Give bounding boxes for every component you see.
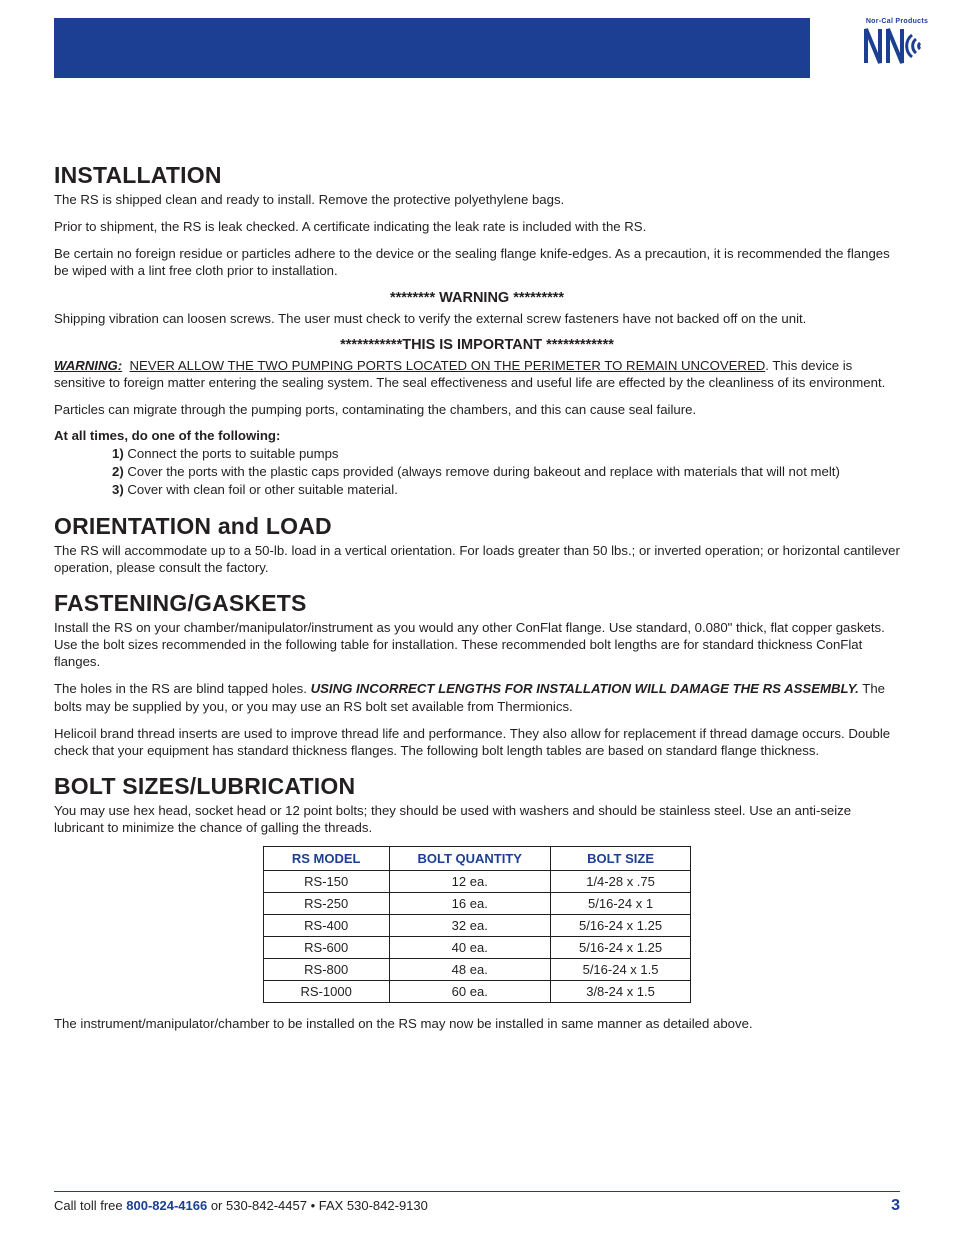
table-cell: 5/16-24 x 1.25 [550,915,690,937]
list-item: 3) Cover with clean foil or other suitab… [112,481,900,499]
logo-icon [862,27,932,65]
table-cell: 40 ea. [389,937,550,959]
body-text: Be certain no foreign residue or particl… [54,245,900,279]
table-row: RS-80048 ea.5/16-24 x 1.5 [263,959,690,981]
table-cell: 5/16-24 x 1.5 [550,959,690,981]
warning-banner: ******** WARNING ********* [54,290,900,306]
body-text: Prior to shipment, the RS is leak checke… [54,218,900,235]
heading-bolts: BOLT SIZES/LUBRICATION [54,773,900,800]
table-row: RS-60040 ea.5/16-24 x 1.25 [263,937,690,959]
list-intro: At all times, do one of the following: [54,428,900,443]
body-text: Install the RS on your chamber/manipulat… [54,619,900,670]
body-text: Helicoil brand thread inserts are used t… [54,725,900,759]
page-number: 3 [891,1197,900,1215]
page-footer: Call toll free 800-824-4166 or 530-842-4… [54,1191,900,1215]
heading-fastening: FASTENING/GASKETS [54,590,900,617]
body-text: Particles can migrate through the pumpin… [54,401,900,418]
tollfree-number: 800-824-4166 [126,1198,207,1213]
table-cell: 3/8-24 x 1.5 [550,981,690,1003]
list-item: 2) Cover the ports with the plastic caps… [112,463,900,481]
col-header: RS MODEL [263,847,389,871]
table-header-row: RS MODEL BOLT QUANTITY BOLT SIZE [263,847,690,871]
table-row: RS-40032 ea.5/16-24 x 1.25 [263,915,690,937]
footer-contact: Call toll free 800-824-4166 or 530-842-4… [54,1198,428,1213]
list-item: 1) Connect the ports to suitable pumps [112,445,900,463]
emphasis-text: USING INCORRECT LENGTHS FOR INSTALLATION… [311,681,859,696]
header-bar [54,18,810,78]
table-cell: 1/4-28 x .75 [550,871,690,893]
table-cell: RS-600 [263,937,389,959]
table-cell: 32 ea. [389,915,550,937]
table-cell: 12 ea. [389,871,550,893]
warning-paragraph: WARNING: NEVER ALLOW THE TWO PUMPING POR… [54,357,900,391]
logo-text: Nor-Cal Products [862,18,932,25]
table-cell: 60 ea. [389,981,550,1003]
body-text: The holes in the RS are blind tapped hol… [54,680,900,714]
table-cell: 48 ea. [389,959,550,981]
heading-orientation: ORIENTATION and LOAD [54,513,900,540]
brand-logo: Nor-Cal Products [862,18,932,68]
body-text: Shipping vibration can loosen screws. Th… [54,310,900,327]
table-cell: RS-150 [263,871,389,893]
table-cell: RS-800 [263,959,389,981]
table-row: RS-100060 ea.3/8-24 x 1.5 [263,981,690,1003]
table-cell: RS-1000 [263,981,389,1003]
col-header: BOLT SIZE [550,847,690,871]
table-cell: 5/16-24 x 1 [550,893,690,915]
col-header: BOLT QUANTITY [389,847,550,871]
important-banner: ***********THIS IS IMPORTANT ***********… [54,337,900,353]
table-cell: RS-400 [263,915,389,937]
table-row: RS-25016 ea.5/16-24 x 1 [263,893,690,915]
table-cell: 16 ea. [389,893,550,915]
table-row: RS-15012 ea.1/4-28 x .75 [263,871,690,893]
numbered-list: 1) Connect the ports to suitable pumps 2… [112,445,900,498]
body-text: The RS will accommodate up to a 50-lb. l… [54,542,900,576]
body-text: The instrument/manipulator/chamber to be… [54,1015,900,1032]
body-text: The RS is shipped clean and ready to ins… [54,191,900,208]
heading-installation: INSTALLATION [54,162,900,189]
body-text: You may use hex head, socket head or 12 … [54,802,900,836]
warning-underline-text: NEVER ALLOW THE TWO PUMPING PORTS LOCATE… [129,358,765,373]
table-cell: 5/16-24 x 1.25 [550,937,690,959]
bolt-table: RS MODEL BOLT QUANTITY BOLT SIZE RS-1501… [263,846,691,1003]
table-cell: RS-250 [263,893,389,915]
warning-label: WARNING: [54,358,122,373]
page-content: INSTALLATION The RS is shipped clean and… [54,162,900,1043]
